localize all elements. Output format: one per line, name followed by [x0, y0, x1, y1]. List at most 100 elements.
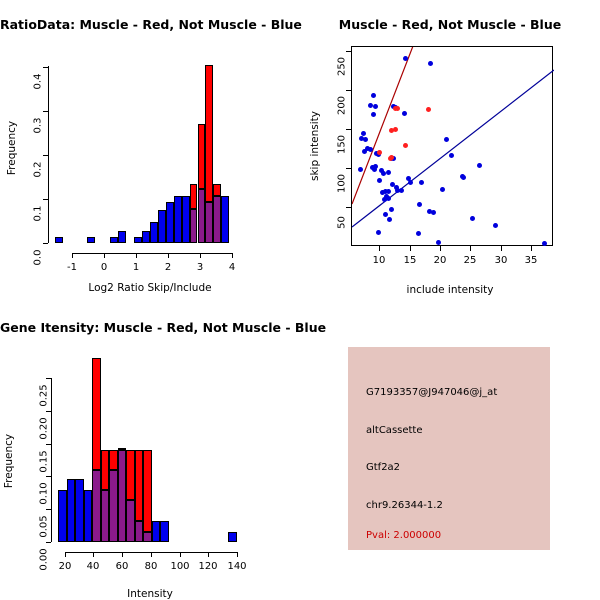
- gene-histogram-y-axis: [51, 378, 52, 542]
- scatter-point: [395, 187, 401, 193]
- ratio-x-tick-2: [136, 253, 137, 258]
- scatter-x-axis-title: include intensity: [406, 284, 494, 296]
- scatter-point: [416, 231, 422, 237]
- ratio-x-tick-4: [200, 253, 201, 258]
- scatter-point: [394, 105, 400, 111]
- scatter-plot-area: [351, 46, 554, 247]
- histogram-bar: [213, 183, 222, 197]
- ratio-y-label-2: 0.2: [32, 161, 44, 178]
- histogram-bar: [205, 202, 214, 243]
- histogram-bar: [100, 449, 109, 491]
- scatter-point: [385, 196, 391, 202]
- scatter-point: [362, 136, 368, 142]
- ratio-y-tick-0: [43, 243, 48, 244]
- gene-histogram-plot-area: [58, 355, 245, 542]
- ratio-y-tick-1: [43, 199, 48, 200]
- scatter-point: [388, 207, 394, 213]
- scatter-point: [541, 241, 547, 247]
- info-pval: Pval: 2.000000: [366, 530, 442, 541]
- gene-y-tick-020: [46, 411, 51, 412]
- scatter-point: [427, 209, 433, 215]
- ratio-x-label-0: -1: [67, 262, 77, 273]
- histogram-bar: [143, 449, 152, 532]
- gene-y-tick-0: [46, 542, 51, 543]
- scatter-point: [368, 146, 374, 152]
- scatter-y-tick-50: [346, 207, 351, 208]
- scatter-point: [375, 229, 381, 235]
- ratio-x-label-4: 3: [196, 262, 204, 273]
- gene-info-panel: G7193357@J947046@j_at altCassette Gtf2a2…: [348, 347, 550, 550]
- scatter-point: [360, 131, 366, 137]
- histogram-bar: [221, 196, 230, 243]
- gene-x-tick-140: [237, 552, 238, 557]
- scatter-dots-group: [352, 47, 554, 247]
- histogram-bar: [55, 236, 63, 243]
- scatter-x-tick-25: [470, 246, 471, 251]
- scatter-point: [444, 136, 450, 142]
- gene-y-label-0: 0.00: [38, 548, 50, 571]
- scatter-point: [380, 171, 386, 177]
- scatter-point: [416, 201, 422, 207]
- scatter-point: [388, 127, 394, 133]
- gene-x-tick-100: [180, 552, 181, 557]
- histogram-bar: [126, 500, 135, 542]
- gene-x-label-140: 140: [227, 561, 247, 572]
- histogram-bar: [92, 469, 101, 542]
- gene-x-label-80: 80: [144, 561, 158, 572]
- histogram-bar: [197, 124, 206, 189]
- histogram-bar: [117, 449, 126, 542]
- histogram-bar: [134, 521, 143, 542]
- ratio-histogram-title: RatioData: Muscle - Red, Not Muscle - Bl…: [0, 17, 302, 32]
- gene-x-label-20: 20: [58, 561, 72, 572]
- gene-y-label-020: 0.20: [38, 417, 50, 440]
- scatter-y-label-250: 250: [336, 56, 348, 77]
- scatter-point: [370, 112, 376, 118]
- scatter-point: [399, 187, 405, 193]
- scatter-point: [389, 182, 395, 188]
- gene-histogram-title: Gene Itensity: Muscle - Red, Not Muscle …: [0, 320, 327, 335]
- histogram-bar: [165, 202, 174, 243]
- scatter-point: [387, 216, 393, 222]
- histogram-bar: [143, 531, 152, 542]
- scatter-point: [386, 169, 392, 175]
- gene-intensity-histogram-panel: Gene Itensity: Muscle - Red, Not Muscle …: [0, 300, 327, 600]
- ratio-y-label-3: 0.3: [32, 117, 44, 134]
- gene-histogram-y-axis-title: Frequency: [3, 433, 15, 489]
- scatter-x-tick-35: [531, 246, 532, 251]
- info-gene-symbol: Gtf2a2: [366, 462, 401, 473]
- scatter-point: [430, 209, 436, 215]
- scatter-y-tick-250: [346, 51, 351, 52]
- gene-x-tick-120: [208, 552, 209, 557]
- ratio-y-tick-4: [43, 67, 48, 68]
- ratio-y-label-1: 0.1: [32, 205, 44, 222]
- scatter-point: [372, 103, 378, 109]
- ratio-histogram-x-axis: [72, 253, 233, 254]
- ratio-x-tick-3: [168, 253, 169, 258]
- histogram-bar: [151, 521, 160, 542]
- scatter-y-label-50: 50: [336, 216, 348, 229]
- scatter-point: [378, 168, 384, 174]
- histogram-bar: [157, 209, 166, 243]
- scatter-x-tick-30: [501, 246, 502, 251]
- scatter-point: [449, 153, 455, 159]
- histogram-bar: [66, 479, 75, 542]
- histogram-bar: [83, 490, 92, 542]
- histogram-bar: [213, 196, 222, 243]
- scatter-point: [402, 111, 408, 117]
- scatter-point: [365, 146, 371, 152]
- scatter-x-label-25: 25: [463, 255, 477, 266]
- histogram-bar: [75, 479, 84, 542]
- ratio-x-label-5: 4: [228, 262, 236, 273]
- scatter-title: Muscle - Red, Not Muscle - Blue: [338, 17, 562, 32]
- gene-x-tick-60: [122, 552, 123, 557]
- scatter-y-axis-title: skip intensity: [309, 111, 321, 181]
- ratio-y-tick-3: [43, 111, 48, 112]
- scatter-point: [386, 189, 392, 195]
- histogram-bar: [181, 196, 190, 243]
- ratio-x-label-2: 1: [132, 262, 140, 273]
- ratio-y-tick-2: [43, 155, 48, 156]
- scatter-point: [383, 188, 389, 194]
- scatter-point: [440, 187, 446, 193]
- histogram-bar: [173, 196, 182, 243]
- histogram-bar: [142, 230, 150, 243]
